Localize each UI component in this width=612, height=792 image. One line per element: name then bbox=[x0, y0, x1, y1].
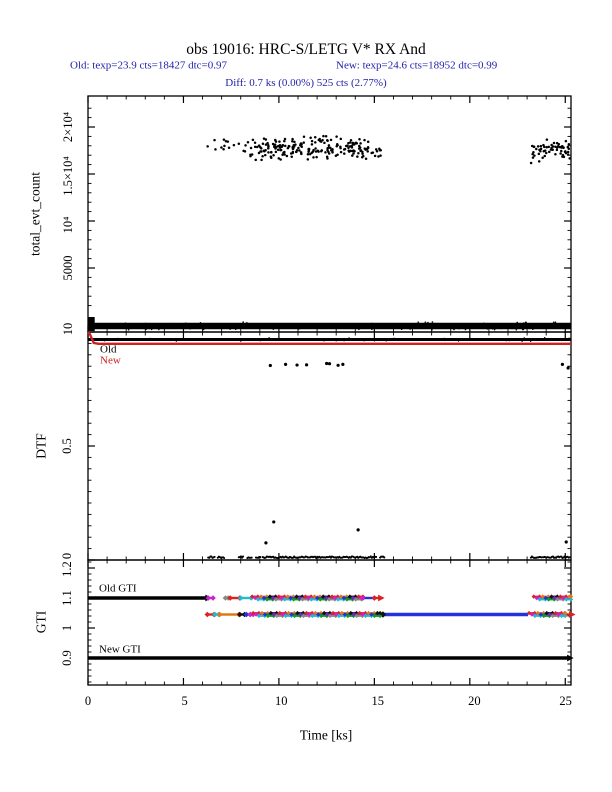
gti-ylabel: GTI bbox=[33, 610, 49, 634]
page-title: obs 19016: HRC-S/LETG V* RX And bbox=[186, 41, 426, 58]
gti-legend-new: New GTI bbox=[99, 643, 141, 656]
xtick-20: 20 bbox=[468, 693, 481, 708]
dtf-ylabel: DTF bbox=[33, 433, 49, 459]
old-stats-text: Old: texp=23.9 cts=18427 dtc=0.97 bbox=[70, 59, 228, 72]
top-panel-ylabel: total_evt_count bbox=[27, 172, 43, 256]
gti-ytick-12: 1.2 bbox=[59, 561, 74, 577]
top-ytick-1p5e4: 1.5×10⁴ bbox=[60, 156, 75, 196]
top-ytick-2e4: 2×10⁴ bbox=[60, 111, 75, 143]
xtick-5: 5 bbox=[181, 693, 188, 708]
dtf-ytick-05: 0.5 bbox=[59, 438, 74, 454]
top-ytick-10: 10 bbox=[60, 322, 75, 336]
top-ytick-1e4: 10⁴ bbox=[60, 216, 75, 234]
x-axis-title: Time [ks] bbox=[299, 727, 353, 743]
xtick-10: 10 bbox=[274, 693, 288, 708]
gti-ytick-11: 1.1 bbox=[59, 590, 74, 606]
gti-ytick-09: 0.9 bbox=[59, 650, 74, 666]
dtf-legend-old: Old bbox=[100, 343, 117, 356]
diff-stats-text: Diff: 0.7 ks (0.00%) 525 cts (2.77%) bbox=[225, 77, 387, 89]
top-ytick-5000: 5000 bbox=[60, 255, 75, 281]
dtf-legend-new: New bbox=[100, 354, 121, 367]
xtick-0: 0 bbox=[84, 693, 92, 708]
gti-ytick-1: 1 bbox=[59, 624, 74, 632]
gti-legend-old: Old GTI bbox=[99, 582, 137, 595]
dtf-ytick-0: 0 bbox=[59, 552, 74, 560]
new-stats-text: New: texp=24.6 cts=18952 dtc=0.99 bbox=[336, 59, 498, 72]
xtick-25: 25 bbox=[559, 693, 572, 708]
xtick-15: 15 bbox=[371, 693, 385, 708]
